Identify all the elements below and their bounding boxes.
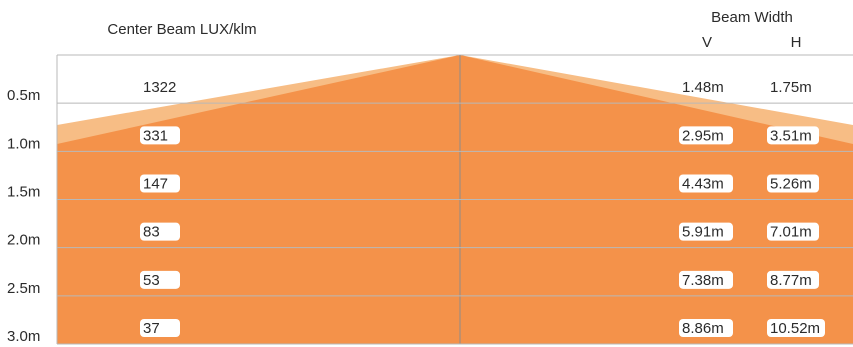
- beam-v-label-box: [679, 270, 733, 289]
- lux-value-label: 53: [143, 272, 160, 289]
- beam-v-label-box: [679, 174, 733, 193]
- distance-tick-label: 3.0m: [7, 328, 40, 345]
- beam-h-label: 8.77m: [770, 272, 812, 289]
- beam-v-label: 7.38m: [682, 272, 724, 289]
- lux-value-label: 331: [143, 127, 168, 144]
- beam-v-label: 2.95m: [682, 127, 724, 144]
- lux-value-label: 1322: [143, 79, 176, 96]
- beam-h-label: 5.26m: [770, 176, 812, 193]
- distance-tick-label: 0.5m: [7, 87, 40, 104]
- beam-h-label-box: [767, 126, 819, 145]
- beam-v-label: 4.43m: [682, 176, 724, 193]
- lux-value-label-box: [140, 270, 180, 289]
- beam-v-label: 5.91m: [682, 224, 724, 241]
- beam-h-label-box: [767, 319, 825, 337]
- beam-h-label-box: [767, 222, 819, 241]
- lux-value-label-box: [140, 126, 180, 145]
- lux-value-label-box: [140, 222, 180, 241]
- lux-value-label: 147: [143, 176, 168, 193]
- beam-width-header-h: H: [791, 34, 802, 51]
- lux-value-label: 37: [143, 320, 160, 337]
- beam-width-title: Beam Width: [711, 9, 793, 26]
- beam-h-label: 10.52m: [770, 320, 820, 337]
- beam-h-label-box: [767, 270, 819, 289]
- beam-v-label-box: [679, 126, 733, 145]
- beam-v-label-box: [679, 222, 733, 241]
- lux-value-label-box: [140, 174, 180, 193]
- beam-v-label: 1.48m: [682, 79, 724, 96]
- beam-width-header-v: V: [702, 34, 712, 51]
- beam-v-label-box: [679, 319, 733, 337]
- distance-tick-label: 1.5m: [7, 184, 40, 201]
- lux-value-label: 83: [143, 224, 160, 241]
- beam-h-label-box: [767, 174, 819, 193]
- chart-title: Center Beam LUX/klm: [107, 21, 256, 38]
- beam-h-label: 7.01m: [770, 224, 812, 241]
- distance-tick-label: 2.5m: [7, 280, 40, 297]
- beam-v-label: 8.86m: [682, 320, 724, 337]
- distance-tick-label: 1.0m: [7, 135, 40, 152]
- plot-area: 0.5m 1322 1.48m 1.75m 1.0m 331 2.95m 3.51m 1.5m 1…: [7, 54, 853, 345]
- beam-h-label: 1.75m: [770, 79, 812, 96]
- lux-value-label-box: [140, 319, 180, 337]
- distance-tick-label: 2.0m: [7, 232, 40, 249]
- beam-h-label: 3.51m: [770, 127, 812, 144]
